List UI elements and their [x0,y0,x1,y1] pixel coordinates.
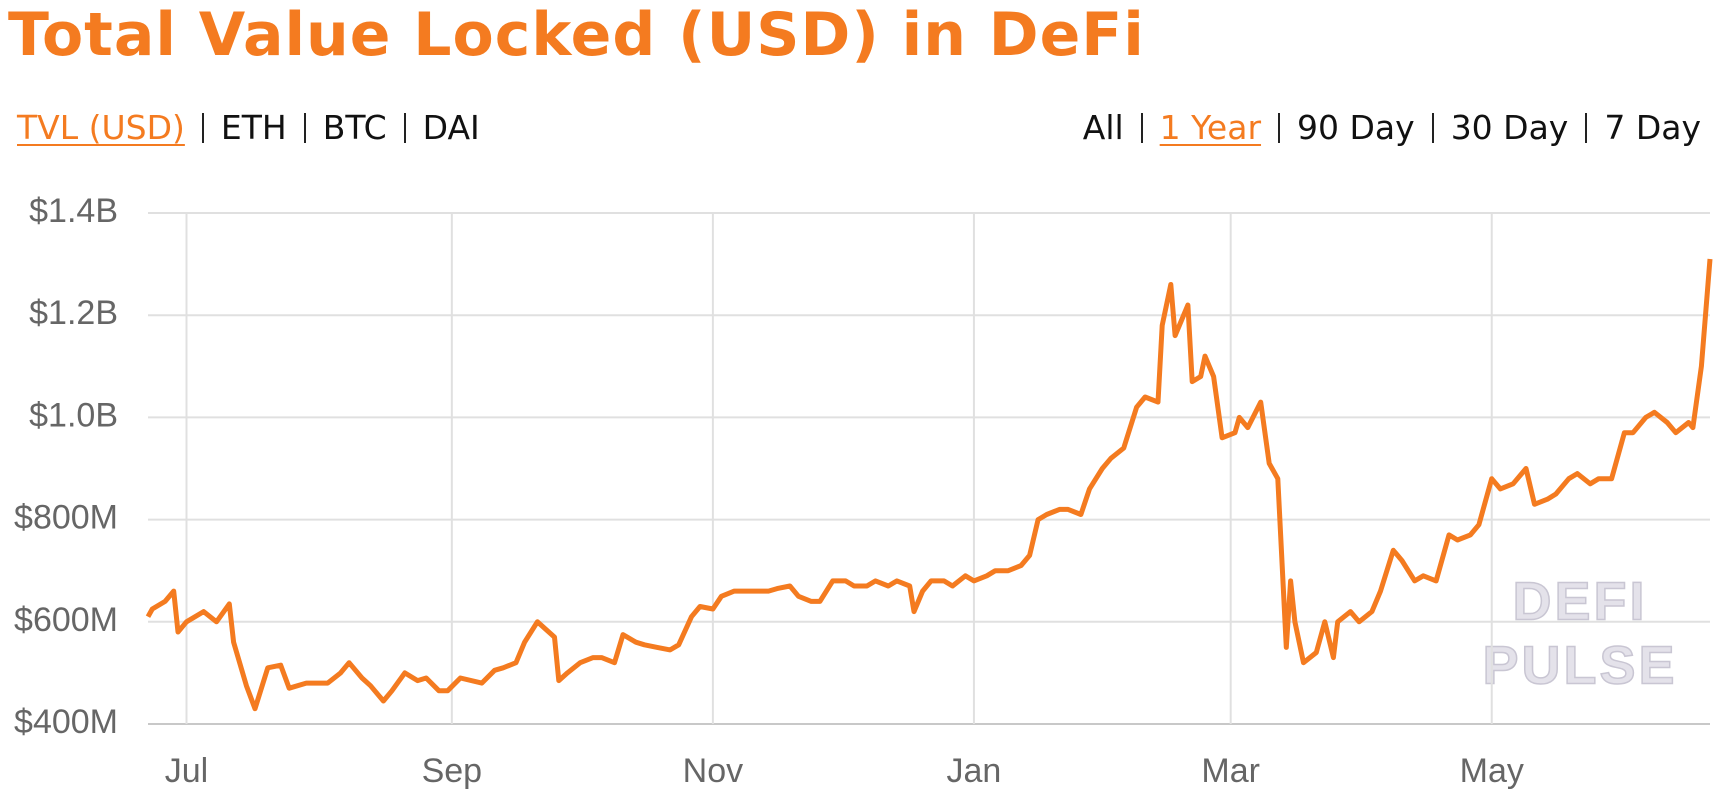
y-tick-label: $1.4B [29,192,118,230]
tab-separator [1585,112,1588,143]
watermark: PULSE [1482,635,1677,695]
x-tick-label: Nov [683,752,743,790]
x-tick-label: Mar [1201,752,1260,790]
tab-separator [403,112,406,143]
x-tick-label: Sep [422,752,483,790]
tab[interactable]: 1 Year [1159,108,1262,147]
tab[interactable]: 7 Day [1604,108,1701,147]
tab-separator [1431,112,1434,143]
tab-separator [1140,112,1143,143]
y-tick-label: $1.2B [29,294,118,332]
tab-separator [201,112,204,143]
tab[interactable]: ETH [220,108,287,147]
tab[interactable]: 90 Day [1297,108,1415,147]
period-tabs: All 1 Year 90 Day 30 Day 7 Day [1083,108,1701,147]
tab[interactable]: All [1082,108,1124,147]
tab[interactable]: TVL (USD) [17,108,185,147]
x-tick-label: Jan [947,752,1002,790]
y-tick-label: $1.0B [29,396,118,434]
x-tick-label: May [1460,752,1524,790]
tvl-line [145,258,1713,712]
tab-separator [1278,112,1281,143]
y-tick-label: $400M [14,703,118,741]
y-tick-label: $600M [14,601,118,639]
x-tick-label: Jul [165,752,208,790]
denomination-tabs: TVL (USD) ETH BTC DAI [17,108,480,147]
tab[interactable]: BTC [322,108,387,147]
tab[interactable]: 30 Day [1450,108,1569,147]
y-tick-label: $800M [14,499,118,537]
tab-separator [303,112,306,143]
tab[interactable]: DAI [422,108,480,147]
page-title: Total Value Locked (USD) in DeFi [8,0,1145,70]
